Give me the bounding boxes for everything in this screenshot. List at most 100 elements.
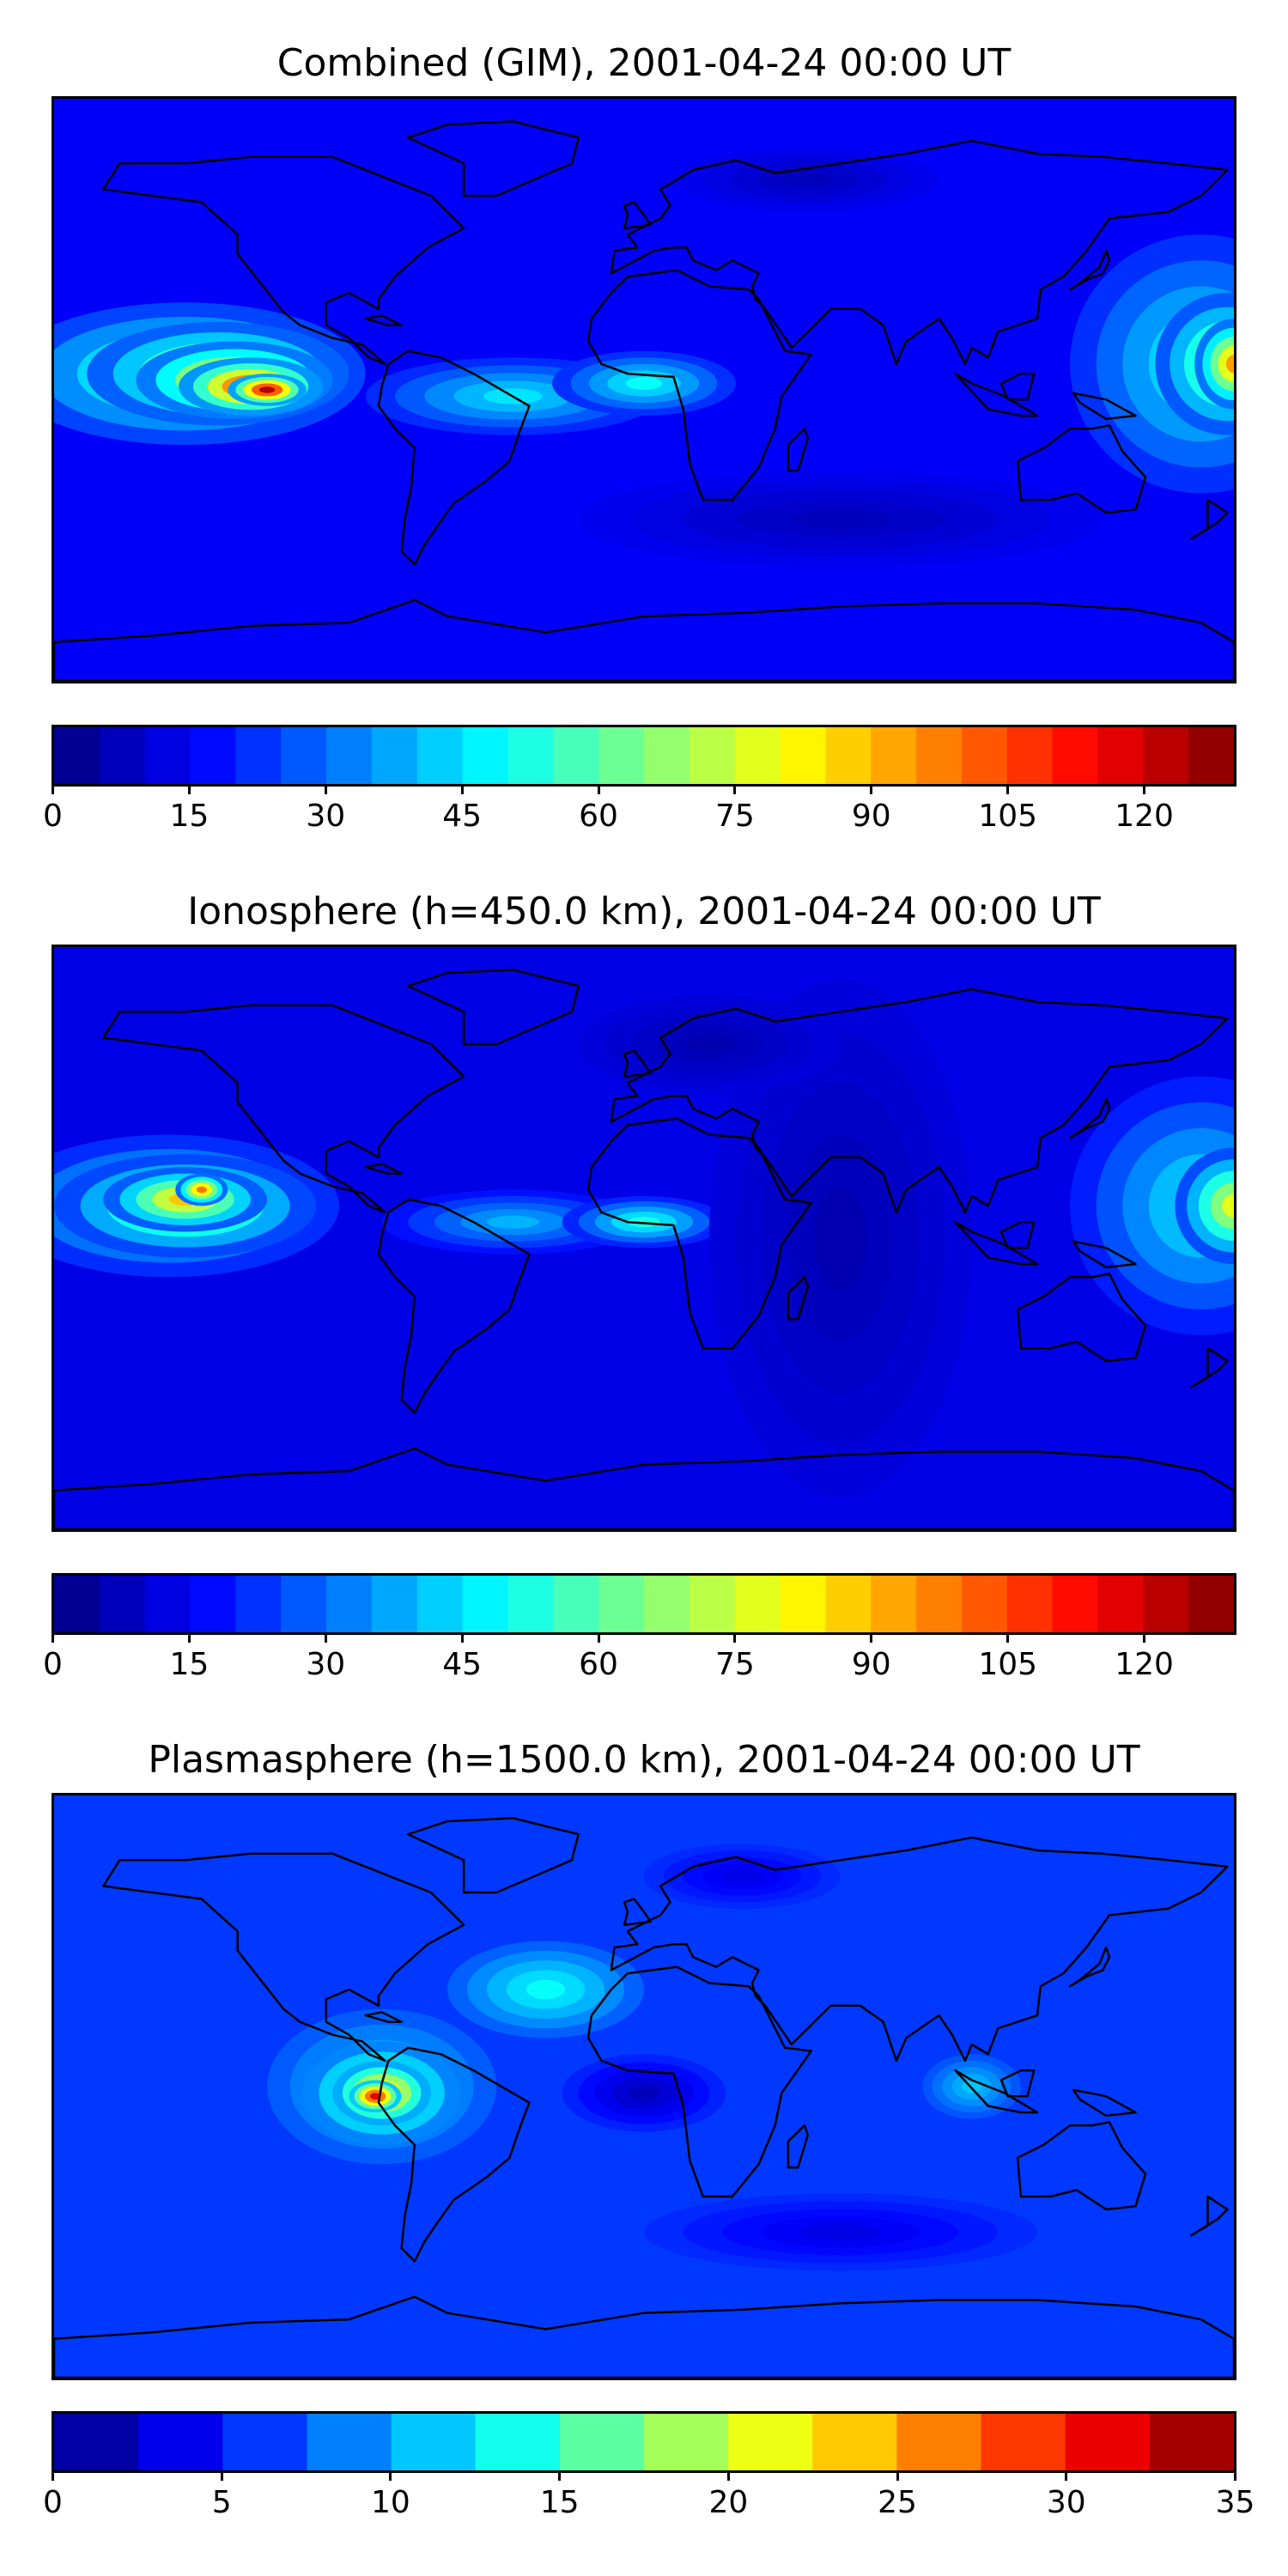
colorbar-band bbox=[1188, 1576, 1234, 1632]
colorbar-band bbox=[598, 1576, 645, 1632]
colorbar-band bbox=[1006, 727, 1054, 784]
colorbar-tick bbox=[733, 784, 737, 794]
panel-1-contour bbox=[54, 99, 1234, 681]
colorbar-band bbox=[190, 1576, 236, 1632]
colorbar-band bbox=[1188, 727, 1234, 784]
contour-blob-3 bbox=[196, 1186, 207, 1194]
colorbar-band bbox=[144, 1576, 191, 1632]
colorbar-band bbox=[553, 1576, 599, 1632]
colorbar-band bbox=[144, 727, 191, 784]
coastline-madagascar bbox=[787, 1275, 810, 1321]
contour-blob-0 bbox=[526, 1979, 566, 2000]
colorbar-band bbox=[371, 1576, 418, 1632]
colorbar-band bbox=[728, 2414, 813, 2470]
colorbar-tick-label: 0 bbox=[43, 799, 63, 834]
colorbar-tick-label: 90 bbox=[851, 799, 891, 834]
colorbar-tick bbox=[187, 784, 191, 794]
coastline-africa bbox=[586, 1965, 812, 2198]
colorbar-band bbox=[871, 727, 917, 784]
coastline-britain bbox=[623, 201, 652, 229]
colorbar-band bbox=[416, 727, 464, 784]
colorbar-band bbox=[1143, 727, 1189, 784]
colorbar-tick bbox=[1065, 2470, 1068, 2481]
colorbar-tick-label: 45 bbox=[442, 799, 483, 834]
panel-2-title: Ionosphere (h=450.0 km), 2001-04-24 00:0… bbox=[187, 890, 1101, 933]
panel-3-map bbox=[52, 1793, 1236, 2380]
colorbar-band bbox=[235, 727, 282, 784]
colorbar-band bbox=[475, 2414, 561, 2470]
coastline-north-america bbox=[102, 1852, 465, 2063]
colorbar-band bbox=[825, 727, 872, 784]
coastline-new-zealand bbox=[1190, 498, 1229, 540]
colorbar-band bbox=[553, 727, 599, 784]
colorbar-tick-label: 0 bbox=[43, 1647, 63, 1682]
colorbar-tick-label: 35 bbox=[1215, 2485, 1255, 2520]
coastline-cuba bbox=[364, 314, 403, 326]
colorbar-tick-label: 105 bbox=[978, 799, 1038, 834]
colorbar-band bbox=[1143, 1576, 1189, 1632]
colorbar-band bbox=[281, 727, 327, 784]
colorbar-tick bbox=[324, 784, 327, 794]
colorbar-band bbox=[281, 1576, 327, 1632]
panel-1-colorbar-bands bbox=[54, 727, 1234, 784]
coastline-eurasia bbox=[610, 1836, 1229, 2063]
coastline-australia bbox=[1016, 1273, 1147, 1363]
colorbar-tick bbox=[1143, 784, 1146, 794]
panel-2-contour bbox=[54, 947, 1234, 1529]
panel-3-colorbar-bands bbox=[54, 2414, 1234, 2470]
coastline-japan bbox=[1068, 249, 1111, 291]
colorbar-tick-label: 90 bbox=[851, 1647, 891, 1682]
coastline-north-america bbox=[102, 1004, 465, 1214]
colorbar-band bbox=[99, 1576, 146, 1632]
panel-2-colorbar bbox=[52, 1573, 1236, 1635]
coastline-new-zealand bbox=[1190, 1346, 1229, 1388]
coastline-new-guinea bbox=[1072, 392, 1137, 421]
contour-blob-4 bbox=[258, 386, 276, 393]
colorbar-tick-label: 30 bbox=[306, 799, 346, 834]
coastline-south-america bbox=[377, 2046, 531, 2263]
colorbar-tick bbox=[187, 1632, 191, 1643]
colorbar-band bbox=[734, 1576, 781, 1632]
colorbar-tick-label: 20 bbox=[708, 2485, 749, 2520]
panel-3-colorbar bbox=[52, 2411, 1236, 2473]
colorbar-tick bbox=[52, 1632, 54, 1643]
colorbar-tick bbox=[870, 784, 873, 794]
colorbar-tick bbox=[324, 1632, 327, 1643]
colorbar-band bbox=[1006, 1576, 1054, 1632]
colorbar-band bbox=[1065, 2414, 1151, 2470]
colorbar-band bbox=[598, 727, 645, 784]
coastline-new-guinea bbox=[1072, 2088, 1137, 2117]
panel-1-colorbar-ticks: 0 15 30 45 60 75 90 105 120 bbox=[43, 784, 1236, 835]
colorbar-tick-label: 30 bbox=[1046, 2485, 1086, 2520]
colorbar-band bbox=[99, 727, 146, 784]
colorbar-tick bbox=[733, 1632, 737, 1643]
colorbar-tick-label: 5 bbox=[211, 2485, 232, 2520]
coastline-borneo bbox=[999, 372, 1036, 401]
colorbar-band bbox=[54, 2414, 139, 2470]
coastline-japan bbox=[1068, 1946, 1111, 1988]
colorbar-band bbox=[644, 1576, 690, 1632]
contour-blob-8 bbox=[814, 1186, 867, 1291]
colorbar-band bbox=[235, 1576, 282, 1632]
coastline-australia bbox=[1016, 2121, 1147, 2211]
colorbar-tick bbox=[597, 784, 600, 794]
coastline-madagascar bbox=[787, 427, 810, 472]
colorbar-band bbox=[559, 2414, 645, 2470]
colorbar-band bbox=[1052, 727, 1099, 784]
coastline-north-america bbox=[102, 155, 465, 366]
colorbar-tick bbox=[52, 784, 54, 794]
contour-blob-9 bbox=[1225, 355, 1234, 374]
colorbar-band bbox=[825, 1576, 872, 1632]
colorbar-tick-label: 105 bbox=[978, 1647, 1038, 1682]
coastline-indonesia bbox=[954, 1220, 1039, 1266]
colorbar-tick-label: 75 bbox=[715, 799, 755, 834]
colorbar-band bbox=[1097, 1576, 1144, 1632]
colorbar-tick bbox=[726, 2470, 730, 2481]
coastline-antarctica bbox=[54, 1447, 1234, 1529]
coastline-britain bbox=[623, 1898, 652, 1926]
colorbar-band bbox=[780, 1576, 826, 1632]
panel-1-map bbox=[52, 96, 1236, 683]
coastline-indonesia bbox=[954, 372, 1039, 417]
colorbar-tick-label: 60 bbox=[579, 799, 618, 834]
panel-1-colorbar bbox=[52, 725, 1236, 787]
